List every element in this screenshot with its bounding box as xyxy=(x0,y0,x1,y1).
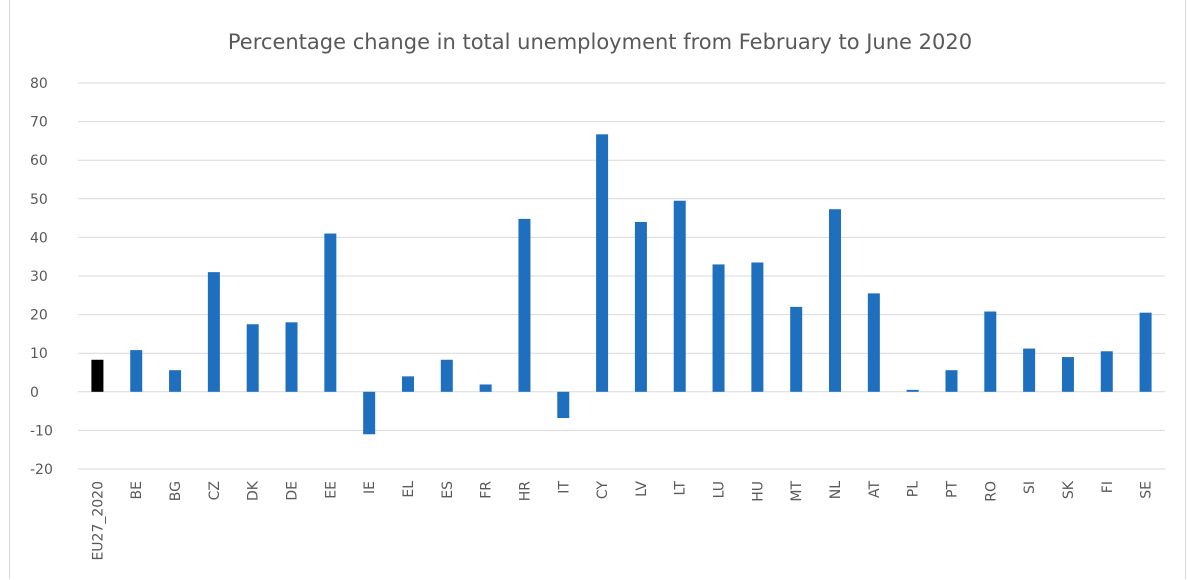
bar-lu xyxy=(712,264,725,392)
x-tick-label: LU xyxy=(712,481,728,498)
bar-cy xyxy=(596,134,609,392)
bar-nl xyxy=(829,209,842,392)
y-tick-label: 50 xyxy=(30,192,48,208)
y-tick-label: 40 xyxy=(30,230,48,246)
x-tick-label: HU xyxy=(750,481,766,502)
bar-mt xyxy=(790,306,803,392)
x-tick-label: SE xyxy=(1139,481,1155,499)
x-tick-label: BG xyxy=(168,481,184,501)
bar-lt xyxy=(673,200,686,392)
y-tick-label: 0 xyxy=(30,385,39,401)
bar-el xyxy=(401,376,414,392)
y-tick-label: 70 xyxy=(30,115,48,131)
bar-fr xyxy=(479,384,492,392)
x-axis-ticks: EU27_2020 BE BG CZ DK DE EE IE EL ES FR HR IT CY LV LT L… xyxy=(90,480,1154,560)
x-tick-label: NL xyxy=(828,481,844,499)
x-tick-label: RO xyxy=(983,481,999,502)
y-tick-label: -10 xyxy=(30,423,53,439)
bar-bg xyxy=(169,370,182,392)
y-tick-label: 20 xyxy=(30,308,48,324)
bar-pl xyxy=(906,389,919,392)
x-tick-label: CY xyxy=(595,481,611,500)
bar-eu27-2020 xyxy=(91,359,104,392)
x-tick-label: EU27_2020 xyxy=(90,481,106,561)
x-tick-label: EE xyxy=(323,481,339,499)
x-tick-label: IE xyxy=(362,481,378,494)
bar-se xyxy=(1139,312,1152,392)
x-tick-label: AT xyxy=(867,481,883,498)
x-tick-label: IT xyxy=(556,481,572,494)
chart-title: Percentage change in total unemployment … xyxy=(228,30,972,54)
bar-pt xyxy=(945,370,958,392)
x-tick-label: SK xyxy=(1061,480,1077,499)
bar-it xyxy=(557,391,570,419)
bar-sk xyxy=(1061,357,1074,392)
x-tick-label: FR xyxy=(479,481,495,499)
y-tick-label: 10 xyxy=(30,346,48,362)
x-tick-label: DK xyxy=(246,480,262,501)
bar-hr xyxy=(518,218,531,392)
bar-es xyxy=(440,359,453,392)
bar-fi xyxy=(1100,351,1113,392)
bar-hu xyxy=(751,262,764,392)
x-tick-label: MT xyxy=(789,481,805,502)
bar-ee xyxy=(324,233,337,392)
bar-lv xyxy=(634,221,647,392)
x-tick-label: LT xyxy=(673,481,689,496)
x-tick-label: CZ xyxy=(207,481,223,500)
bar-ro xyxy=(984,311,997,392)
y-axis-ticks: 80 70 60 50 40 30 20 10 0 -10 -20 xyxy=(30,76,53,478)
gridlines xyxy=(78,82,1165,470)
chart-frame xyxy=(9,0,1186,579)
x-tick-label: LV xyxy=(634,481,650,497)
y-tick-label: 60 xyxy=(30,153,48,169)
y-tick-label: 30 xyxy=(30,269,48,285)
bar-ie xyxy=(363,391,376,435)
x-tick-label: PL xyxy=(906,481,922,497)
bar-dk xyxy=(246,324,259,392)
x-tick-label: SI xyxy=(1022,481,1038,494)
bar-be xyxy=(130,350,143,392)
x-tick-label: ES xyxy=(440,481,456,499)
y-tick-label: 80 xyxy=(30,76,48,92)
x-tick-label: EL xyxy=(401,481,417,498)
x-tick-label: FI xyxy=(1100,481,1116,493)
x-tick-label: PT xyxy=(944,481,960,498)
x-tick-label: HR xyxy=(517,481,533,502)
bars xyxy=(91,134,1152,435)
bar-at xyxy=(867,293,880,392)
x-tick-label: DE xyxy=(285,481,301,501)
y-tick-label: -20 xyxy=(30,462,53,478)
bar-de xyxy=(285,322,298,392)
x-tick-label: BE xyxy=(129,481,145,499)
bar-si xyxy=(1023,348,1036,392)
bar-cz xyxy=(207,272,220,392)
